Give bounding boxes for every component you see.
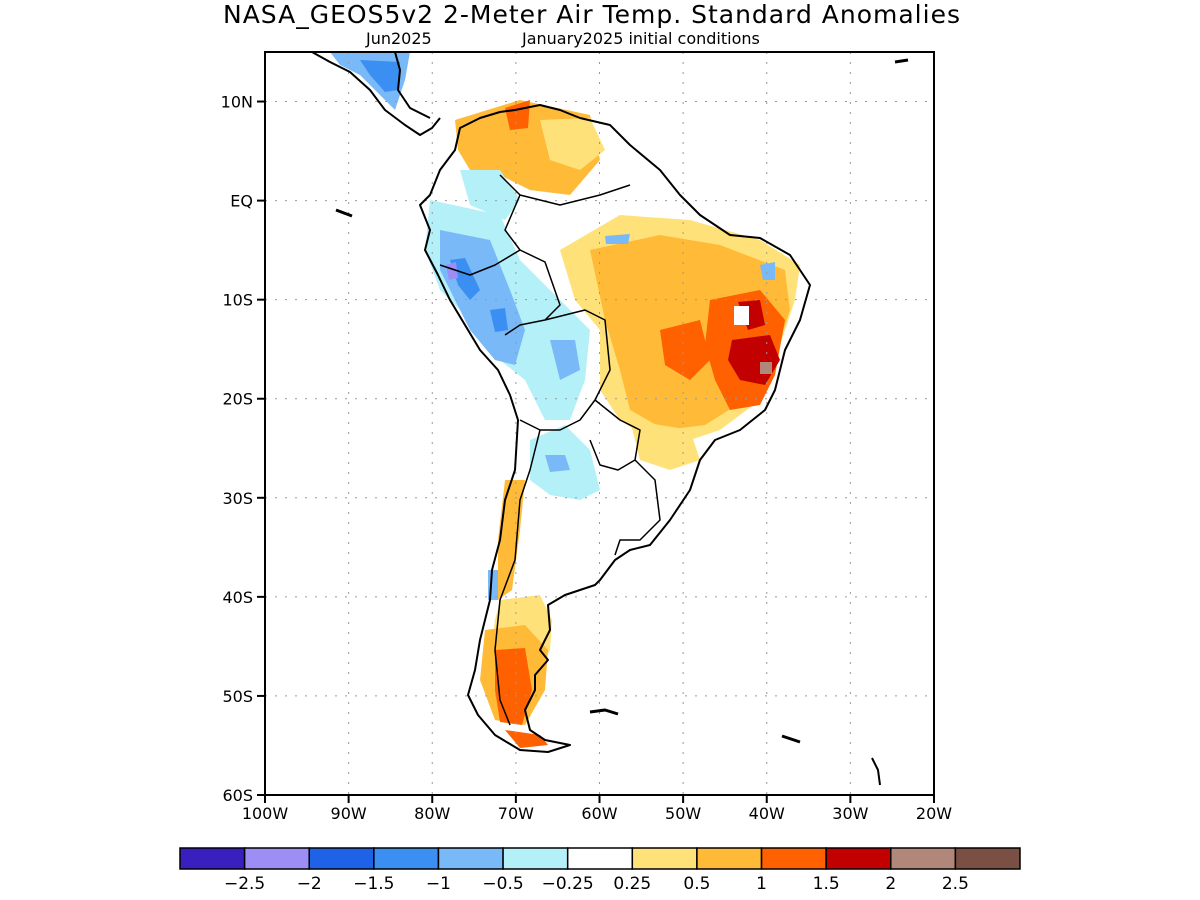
- colorbar-label: −0.25: [542, 874, 594, 894]
- colorbar-label: 1.5: [813, 874, 840, 894]
- lon-tick-label: 80W: [414, 804, 450, 823]
- lat-tick-label: 10S: [222, 291, 253, 310]
- colorbar-swatch: [308, 847, 375, 870]
- anomaly-s-brazil-light: [630, 420, 700, 470]
- central-america-coast: [311, 51, 441, 136]
- colorbar-swatch: [760, 847, 827, 870]
- anomaly-brazil-missing: [734, 306, 749, 325]
- anomaly-patagonia-hot: [495, 648, 532, 725]
- anomaly-fields: [330, 52, 800, 748]
- lon-tick-label: 90W: [331, 804, 367, 823]
- forecast-month: Jun2025: [366, 29, 432, 48]
- lon-tick-label: 20W: [916, 804, 952, 823]
- colorbar-label: −2.5: [224, 874, 265, 894]
- colorbar-label: −1: [426, 874, 451, 894]
- galapagos: [335, 208, 353, 218]
- colorbar-swatch: [696, 847, 763, 870]
- colorbar-swatch: [373, 847, 440, 870]
- colorbar-swatch: [243, 847, 310, 870]
- colorbar-label: −0.5: [482, 874, 523, 894]
- lat-tick-label: 20S: [222, 390, 253, 409]
- lon-tick-label: 70W: [498, 804, 534, 823]
- anomaly-central-america-core: [360, 60, 400, 92]
- coastlines: [311, 51, 909, 786]
- anomaly-peru-core2: [490, 308, 508, 332]
- anomaly-brazil-hot2: [660, 320, 710, 380]
- anomaly-bolivia-light: [550, 340, 580, 380]
- colorbar-label: 2.5: [942, 874, 969, 894]
- cape-verde-dots: [894, 58, 909, 64]
- south-america-coast: [419, 104, 811, 753]
- anomaly-argentina-cool-core: [545, 455, 570, 472]
- colorbar-label: 0.5: [683, 874, 710, 894]
- colorbar-swatch: [179, 847, 246, 870]
- colorbar-label: −2: [297, 874, 322, 894]
- lon-tick-label: 50W: [665, 804, 701, 823]
- colorbar-swatch: [631, 847, 698, 870]
- lat-tick-label: 10N: [221, 93, 253, 112]
- colorbar-swatch: [566, 847, 634, 870]
- anomaly-colombia-cool: [460, 170, 520, 220]
- colorbar-swatch: [890, 847, 957, 870]
- country-borders: [439, 174, 661, 726]
- anomaly-peru-extreme: [446, 262, 458, 280]
- grid-lines: [265, 52, 934, 795]
- lat-tick-label: 60S: [222, 786, 253, 805]
- south-georgia: [781, 734, 801, 744]
- anomaly-brazil-max: [760, 362, 772, 374]
- colorbar-swatch: [825, 847, 892, 870]
- anomaly-peru-core: [450, 258, 480, 300]
- sandwich-islands: [871, 757, 881, 786]
- lat-tick-label: 40S: [222, 588, 253, 607]
- initial-conditions: January2025 initial conditions: [522, 29, 760, 48]
- colorbar: −2.5 −2 −1.5 −1 −0.5 −0.25 0.25 0.5 1 1.5 2 2.5: [179, 847, 1021, 894]
- anomaly-venezuela-light: [540, 118, 605, 170]
- colorbar-label: −1.5: [353, 874, 394, 894]
- anomaly-amazon-cool: [605, 234, 630, 244]
- chart-title: NASA_GEOS5v2 2-Meter Air Temp. Standard …: [223, 0, 961, 29]
- colorbar-swatch: [954, 847, 1021, 870]
- colorbar-label: 2: [885, 874, 896, 894]
- lon-tick-label: 30W: [832, 804, 868, 823]
- lat-tick-label: 30S: [222, 489, 253, 508]
- lat-tick-label: EQ: [230, 192, 253, 211]
- central-america-coast-north: [394, 51, 431, 119]
- lat-tick-label: 50S: [222, 687, 253, 706]
- anomaly-tierra-fuego: [505, 730, 548, 748]
- lon-tick-label: 40W: [749, 804, 785, 823]
- colorbar-label: 0.25: [613, 874, 651, 894]
- falklands: [589, 708, 619, 716]
- anomaly-brazil-coast-cool: [760, 262, 775, 280]
- lon-tick-label: 60W: [581, 804, 617, 823]
- lon-tick-label: 100W: [242, 804, 289, 823]
- colorbar-label: 1: [756, 874, 767, 894]
- colorbar-swatch: [502, 847, 569, 870]
- colorbar-swatch: [437, 847, 504, 870]
